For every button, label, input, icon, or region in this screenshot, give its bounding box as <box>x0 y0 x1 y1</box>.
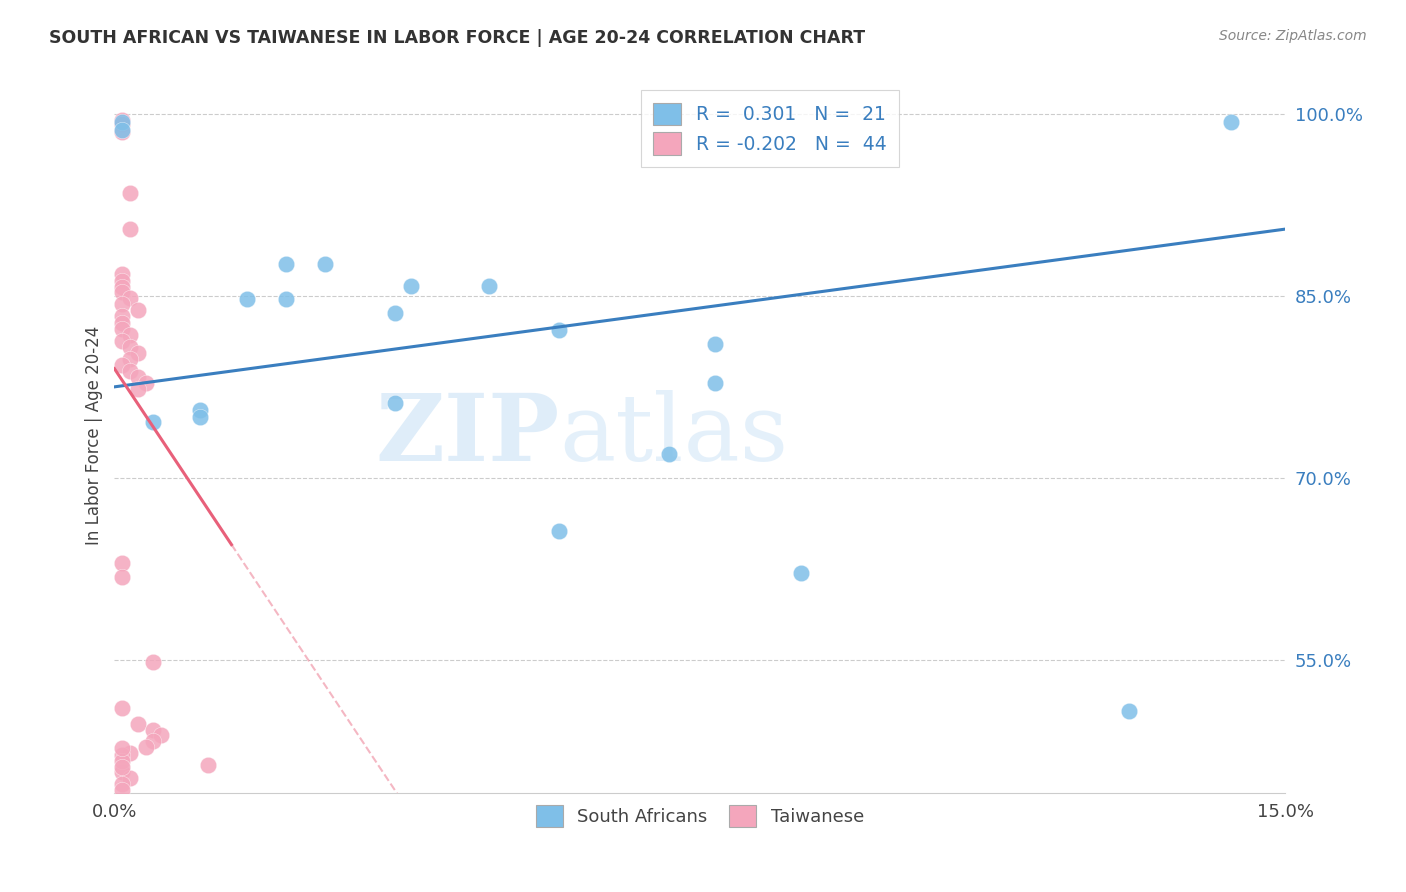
Point <box>111 782 134 797</box>
Text: SOUTH AFRICAN VS TAIWANESE IN LABOR FORCE | AGE 20-24 CORRELATION CHART: SOUTH AFRICAN VS TAIWANESE IN LABOR FORC… <box>49 29 865 46</box>
Point <box>384 395 406 409</box>
Point <box>704 376 727 391</box>
Point <box>111 754 134 768</box>
Point <box>142 415 165 429</box>
Point <box>111 759 134 773</box>
Point <box>127 370 149 384</box>
Point <box>127 346 149 360</box>
Point <box>135 376 157 391</box>
Point <box>1219 115 1241 129</box>
Point <box>111 122 134 136</box>
Point <box>118 747 141 761</box>
Point <box>142 734 165 748</box>
Point <box>111 321 134 335</box>
Point <box>111 267 134 281</box>
Point <box>111 741 134 756</box>
Point <box>111 316 134 330</box>
Point <box>111 280 134 294</box>
Point <box>111 274 134 288</box>
Point <box>399 279 422 293</box>
Point <box>274 293 297 307</box>
Point <box>118 351 141 366</box>
Point <box>197 758 219 772</box>
Point <box>384 306 406 320</box>
Point <box>478 279 501 293</box>
Point <box>118 222 141 236</box>
Point <box>548 524 571 539</box>
Point <box>111 570 134 584</box>
Point <box>111 334 134 348</box>
Point <box>118 186 141 200</box>
Point <box>135 740 157 755</box>
Point <box>118 327 141 342</box>
Point <box>111 701 134 715</box>
Point <box>111 297 134 311</box>
Point <box>127 382 149 396</box>
Point <box>188 410 211 425</box>
Point <box>111 777 134 791</box>
Point <box>111 115 134 129</box>
Point <box>118 364 141 378</box>
Point <box>142 655 165 669</box>
Point <box>314 257 336 271</box>
Text: atlas: atlas <box>560 391 789 481</box>
Point <box>111 125 134 139</box>
Text: ZIP: ZIP <box>375 391 560 481</box>
Point <box>236 293 259 307</box>
Point <box>790 566 813 580</box>
Point <box>658 447 681 461</box>
Point <box>111 556 134 570</box>
Y-axis label: In Labor Force | Age 20-24: In Labor Force | Age 20-24 <box>86 326 103 545</box>
Point <box>127 303 149 318</box>
Point <box>111 310 134 324</box>
Point <box>188 403 211 417</box>
Point <box>127 717 149 731</box>
Point <box>118 771 141 785</box>
Point <box>111 764 134 779</box>
Point <box>150 728 173 742</box>
Point <box>111 285 134 300</box>
Legend: South Africans, Taiwanese: South Africans, Taiwanese <box>529 798 872 834</box>
Point <box>118 291 141 305</box>
Point <box>118 340 141 354</box>
Point <box>548 323 571 337</box>
Text: Source: ZipAtlas.com: Source: ZipAtlas.com <box>1219 29 1367 43</box>
Point <box>111 117 134 131</box>
Point <box>1118 704 1140 718</box>
Point <box>274 257 297 271</box>
Point <box>111 358 134 372</box>
Point <box>111 112 134 127</box>
Point <box>704 337 727 351</box>
Point <box>142 723 165 738</box>
Point <box>111 747 134 762</box>
